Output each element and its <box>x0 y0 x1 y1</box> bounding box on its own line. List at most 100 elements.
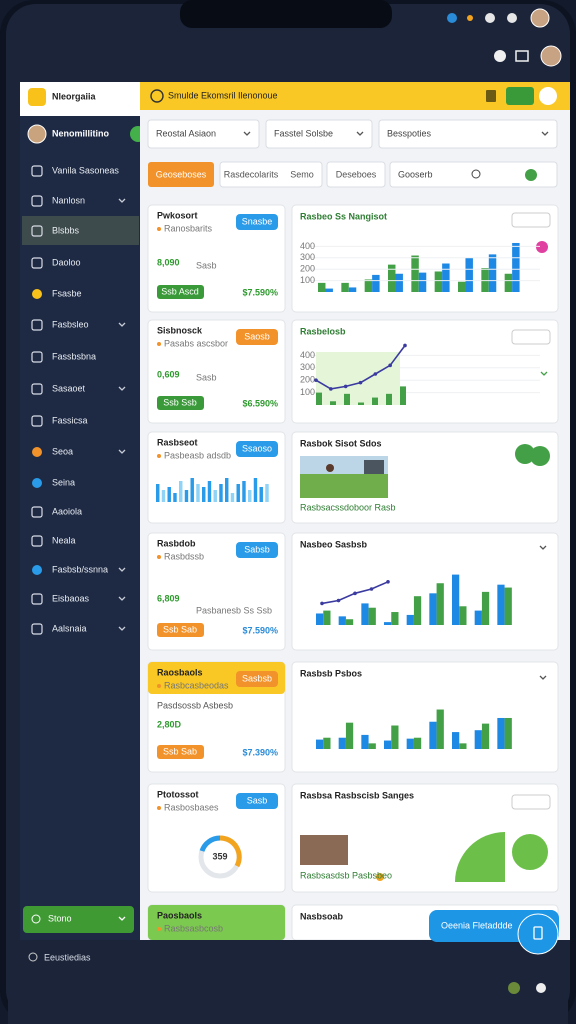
bar <box>358 402 364 405</box>
badge[interactable] <box>236 214 278 230</box>
card-title: Pwkosort <box>157 210 198 220</box>
menu-item: Eisbaoas <box>52 593 90 603</box>
bar <box>411 255 419 292</box>
chevron[interactable] <box>243 131 251 136</box>
card-subtitle: Rasbsasbcosb <box>164 923 223 933</box>
menu-item: Vanila Sasoneas <box>52 165 119 175</box>
change-value: $7.590% <box>242 625 278 635</box>
menu-item: Nanlosn <box>52 195 85 205</box>
chevron[interactable] <box>541 131 549 136</box>
tab-label: Geoseboses <box>156 169 207 179</box>
chevron[interactable] <box>118 916 126 921</box>
bar <box>213 490 217 502</box>
blob <box>530 446 550 466</box>
card-button[interactable] <box>157 623 204 637</box>
chart-menu[interactable] <box>511 329 551 345</box>
toggle[interactable] <box>511 794 551 810</box>
stat-value: 6,809 <box>157 593 180 603</box>
badge[interactable] <box>236 671 278 687</box>
bar <box>190 478 194 502</box>
card-button-label: Ssb Sab <box>163 746 197 756</box>
bar <box>406 738 414 749</box>
menu-icon <box>31 165 43 177</box>
chevron[interactable] <box>118 322 126 327</box>
card-note: Sasb <box>196 372 217 382</box>
chevron[interactable] <box>118 386 126 391</box>
bar <box>316 739 324 749</box>
profile-avatar <box>27 124 47 144</box>
filter-label: Fasstel Solsbe <box>274 128 333 138</box>
badge[interactable] <box>236 329 278 345</box>
menu-icon[interactable] <box>515 50 529 62</box>
card-header <box>148 905 285 940</box>
bar <box>391 612 399 625</box>
chevron[interactable] <box>118 596 126 601</box>
bar <box>436 709 444 749</box>
menu-item: Neala <box>52 535 76 545</box>
fab-button[interactable] <box>517 913 559 955</box>
bar <box>442 263 450 292</box>
bar <box>474 730 482 749</box>
card-subtitle: Ranosbarits <box>164 223 213 233</box>
card-subtitle: Rasbosbases <box>164 802 219 812</box>
photo-person <box>326 464 334 472</box>
chevron[interactable] <box>540 371 548 376</box>
card-title: Rasbdob <box>157 538 196 548</box>
chevron[interactable] <box>356 131 364 136</box>
bar <box>173 493 177 502</box>
chevron[interactable] <box>118 626 126 631</box>
badge[interactable] <box>236 793 278 809</box>
y-tick-label: 400 <box>300 241 315 251</box>
bar <box>156 484 160 502</box>
bar <box>504 587 512 625</box>
caption: Rasbsacssdoboor Rasb <box>300 502 396 512</box>
settings-icon[interactable] <box>494 50 506 62</box>
bar <box>497 584 505 625</box>
bar <box>459 606 467 625</box>
y-tick-label: 300 <box>300 252 315 262</box>
menu-icon <box>31 319 43 331</box>
chevron[interactable] <box>118 449 126 454</box>
card-button[interactable] <box>157 396 204 410</box>
filter-dropdown[interactable] <box>378 119 558 149</box>
card-button[interactable] <box>157 745 204 759</box>
tab-active[interactable] <box>148 162 214 187</box>
tab[interactable] <box>326 161 386 188</box>
bar <box>504 273 513 292</box>
filter-dropdown[interactable] <box>147 119 260 149</box>
chart-menu[interactable] <box>511 212 551 228</box>
logo <box>28 88 46 106</box>
avatar[interactable] <box>540 45 562 67</box>
menu-icon <box>32 478 42 488</box>
footer-icon[interactable] <box>536 983 546 993</box>
y-tick-label: 100 <box>300 387 315 397</box>
chevron[interactable] <box>118 198 126 203</box>
status-dot <box>525 169 537 181</box>
bar <box>434 271 443 292</box>
bar <box>474 610 482 625</box>
badge[interactable] <box>236 542 278 558</box>
card-dot <box>157 555 161 559</box>
header-avatar[interactable] <box>539 87 557 105</box>
chart-title: Rasbeo Ss Nangisot <box>300 211 387 221</box>
menu-item: Seina <box>52 477 75 487</box>
bar <box>248 490 252 502</box>
photo <box>300 835 348 865</box>
chevron[interactable] <box>539 675 547 680</box>
filter-dropdown[interactable] <box>265 119 373 149</box>
card-button[interactable] <box>157 285 204 299</box>
footer-icon[interactable] <box>508 982 520 994</box>
sidebar-button[interactable] <box>23 906 134 933</box>
search-text: Gooserb <box>398 169 433 179</box>
chevron[interactable] <box>118 567 126 572</box>
chevron[interactable] <box>539 545 547 550</box>
bar <box>323 737 331 749</box>
avatar[interactable] <box>530 8 550 28</box>
card-dot <box>157 806 161 810</box>
caption-dot <box>376 873 384 881</box>
brand-name: Nleorgaiia <box>52 91 97 101</box>
badge[interactable] <box>236 441 278 457</box>
search-box[interactable] <box>389 161 558 188</box>
menu-icon <box>31 351 43 363</box>
header-action[interactable] <box>506 87 534 105</box>
